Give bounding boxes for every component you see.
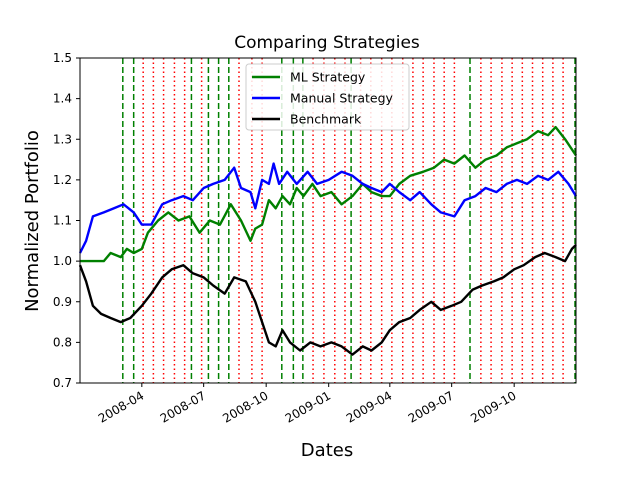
- y-axis-title: Normalized Portfolio: [22, 130, 43, 312]
- legend: ML Strategy Manual Strategy Benchmark: [245, 63, 410, 131]
- chart-title: Comparing Strategies: [234, 33, 420, 53]
- legend-box: [245, 63, 410, 131]
- legend-label: Manual Strategy: [290, 91, 394, 106]
- y-tick-label: 1.4: [53, 92, 72, 106]
- series-lines: [78, 125, 578, 356]
- y-tick-label: 0.8: [53, 335, 72, 349]
- y-tick-label: 0.9: [53, 295, 72, 309]
- x-tick-label: 2008-07: [158, 388, 208, 425]
- legend-label: Benchmark: [290, 112, 362, 127]
- y-tick-label: 1.0: [53, 254, 72, 268]
- series-line: [78, 162, 578, 254]
- y-tick-label: 1.3: [53, 132, 72, 146]
- y-tick-label: 1.2: [53, 173, 72, 187]
- y-tick-label: 1.1: [53, 214, 72, 228]
- series-line: [78, 244, 577, 356]
- x-axis-title: Dates: [301, 440, 353, 461]
- legend-label: ML Strategy: [290, 70, 366, 85]
- x-tick-label: 2009-07: [406, 388, 456, 425]
- y-tick-label: 0.7: [53, 376, 72, 390]
- series-line: [80, 125, 577, 263]
- x-tick-label: 2009-04: [344, 388, 394, 425]
- x-tick-label: 2009-01: [283, 388, 333, 425]
- x-tick-label: 2008-04: [96, 388, 146, 425]
- x-tick-label: 2008-10: [220, 388, 270, 425]
- x-tick-label: 2009-10: [468, 388, 518, 425]
- y-tick-label: 1.5: [53, 51, 72, 65]
